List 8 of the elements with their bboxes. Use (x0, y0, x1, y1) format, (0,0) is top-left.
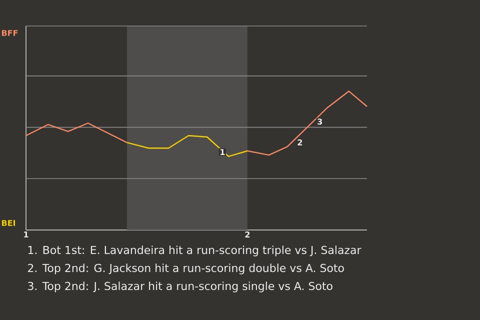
text: BFF (2, 30, 18, 36)
annotation: 2 (298, 139, 302, 146)
text: 1. Bot 1st: E. Lavandeira hit a run-scoring triple vs J. Salazar (28, 246, 362, 256)
annotation: 1 (220, 149, 225, 155)
text: BEI (2, 220, 16, 226)
text: 2. Top 2nd: G. Jackson hit a run-scoring double vs A. Soto (28, 264, 344, 274)
text: 3. Top 2nd: J. Salazar hit a run-scoring single vs A. Soto (28, 282, 332, 292)
annotation: 3 (318, 118, 322, 125)
